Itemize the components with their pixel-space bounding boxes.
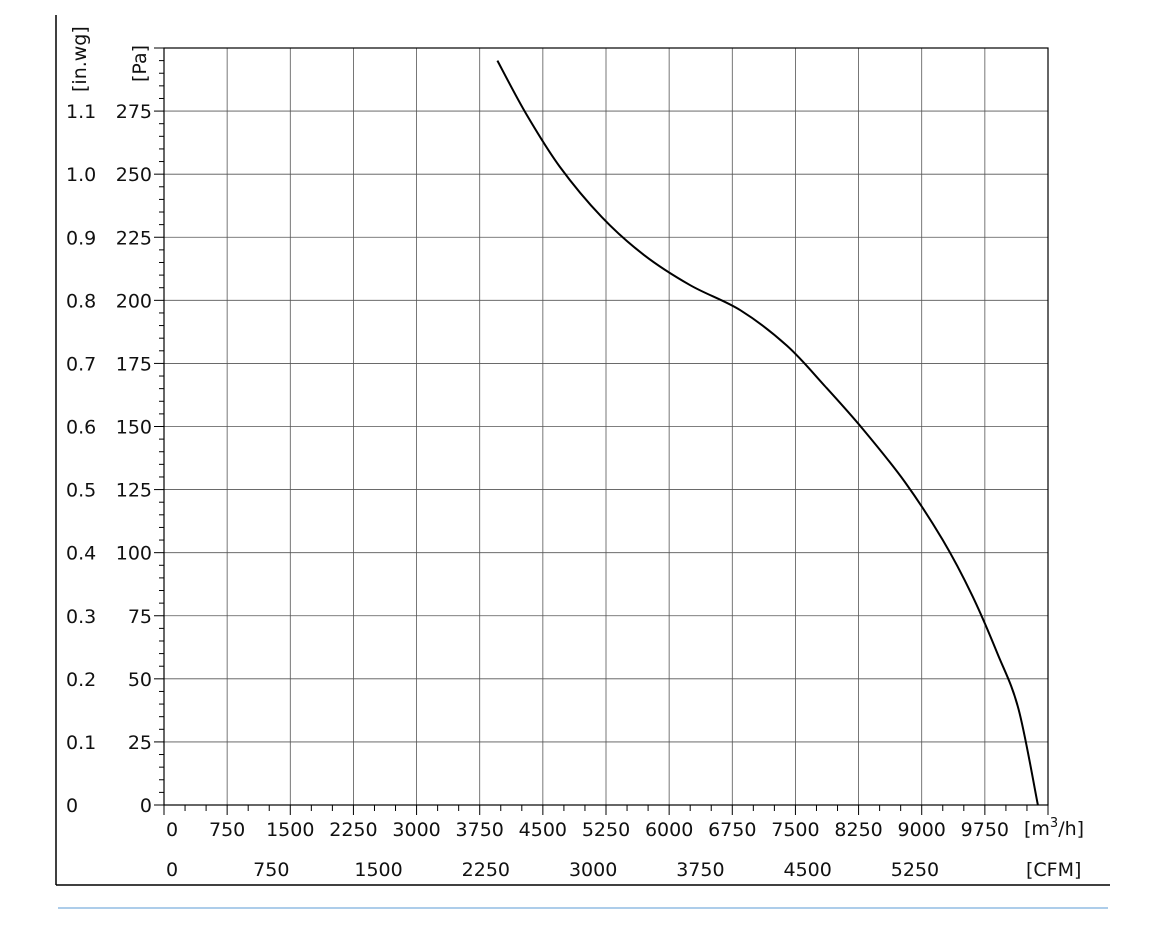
y-tick-labels-inwg: 0 0.1 0.2 0.3 0.4 0.5 0.6 0.7 0.8 0.9 1.0 1.1 (66, 101, 96, 817)
x-tick-labels-m3h: 0 750 1500 2250 3000 3750 4500 5250 6000 6750 7500… (166, 819, 1009, 841)
y-tick-label-inwg: 1.0 (66, 164, 96, 186)
y-tick-label-pa: 75 (128, 606, 152, 628)
x-tick-label-m3h: 9750 (961, 819, 1009, 841)
pressure-flow-curve (496, 60, 1039, 806)
x-tick-label-m3h: 1500 (266, 819, 314, 841)
y-tick-label-pa: 0 (140, 795, 152, 817)
x-tick-label-m3h: 6000 (645, 819, 693, 841)
x-tick-label-m3h: 750 (209, 819, 245, 841)
x-tick-label-cfm: 0 (166, 859, 178, 881)
x-unit-sup: 3 (1050, 816, 1058, 831)
x-tick-label-m3h: 5250 (582, 819, 630, 841)
y-tick-label-pa: 175 (116, 353, 152, 375)
x-tick-label-cfm: 3000 (569, 859, 617, 881)
x-tick-label-cfm: 3750 (676, 859, 724, 881)
y-tick-label-pa: 275 (116, 101, 152, 123)
x-tick-labels-cfm: 0 750 1500 2250 3000 3750 4500 5250 (166, 859, 939, 881)
x-tick-label-m3h: 2250 (329, 819, 377, 841)
y-tick-label-inwg: 0.3 (66, 606, 96, 628)
x-unit-base: [m (1024, 818, 1050, 840)
y-tick-label-pa: 25 (128, 732, 152, 754)
y-tick-label-inwg: 0.6 (66, 417, 96, 439)
y-tick-label-inwg: 0.4 (66, 543, 96, 565)
x-tick-label-cfm: 1500 (354, 859, 402, 881)
x-tick-label-m3h: 3750 (456, 819, 504, 841)
minor-ticks (154, 47, 1049, 815)
y-tick-label-inwg: 0.8 (66, 290, 96, 312)
y-tick-label-inwg: 0.2 (66, 669, 96, 691)
x-tick-label-m3h: 4500 (519, 819, 567, 841)
x-unit-tail: /h] (1058, 818, 1084, 840)
y-tick-label-pa: 225 (116, 227, 152, 249)
y-tick-label-inwg: 0.9 (66, 227, 96, 249)
x-unit-cfm-label: [CFM] (1026, 859, 1081, 881)
y-tick-labels-pa: 0 25 50 75 100 125 150 175 200 225 250 275 (116, 101, 152, 817)
y-tick-label-inwg: 1.1 (66, 101, 96, 123)
y-tick-label-inwg: 0.5 (66, 480, 96, 502)
curve-layer (496, 60, 1039, 806)
y-tick-label-inwg: 0.1 (66, 732, 96, 754)
y-tick-label-pa: 150 (116, 417, 152, 439)
x-unit-m3h-label: [m3/h] (1024, 816, 1084, 840)
y-unit-inwg-label: [in.wg] (69, 26, 91, 92)
x-tick-label-cfm: 4500 (783, 859, 831, 881)
y-unit-pa-label: [Pa] (129, 45, 151, 82)
x-tick-label-cfm: 5250 (891, 859, 939, 881)
x-tick-label-m3h: 7500 (771, 819, 819, 841)
y-tick-label-inwg: 0.7 (66, 353, 96, 375)
y-tick-label-pa: 125 (116, 480, 152, 502)
y-tick-label-pa: 200 (116, 290, 152, 312)
x-tick-label-cfm: 750 (253, 859, 289, 881)
horizontal-grid-lines (164, 47, 1048, 743)
y-tick-label-inwg: 0 (66, 795, 78, 817)
y-tick-label-pa: 250 (116, 164, 152, 186)
x-tick-label-m3h: 0 (166, 819, 178, 841)
y-tick-label-pa: 100 (116, 543, 152, 565)
x-tick-label-m3h: 3000 (392, 819, 440, 841)
x-tick-label-m3h: 6750 (708, 819, 756, 841)
x-tick-label-cfm: 2250 (462, 859, 510, 881)
x-tick-label-m3h: 9000 (898, 819, 946, 841)
y-tick-label-pa: 50 (128, 669, 152, 691)
x-tick-label-m3h: 8250 (834, 819, 882, 841)
